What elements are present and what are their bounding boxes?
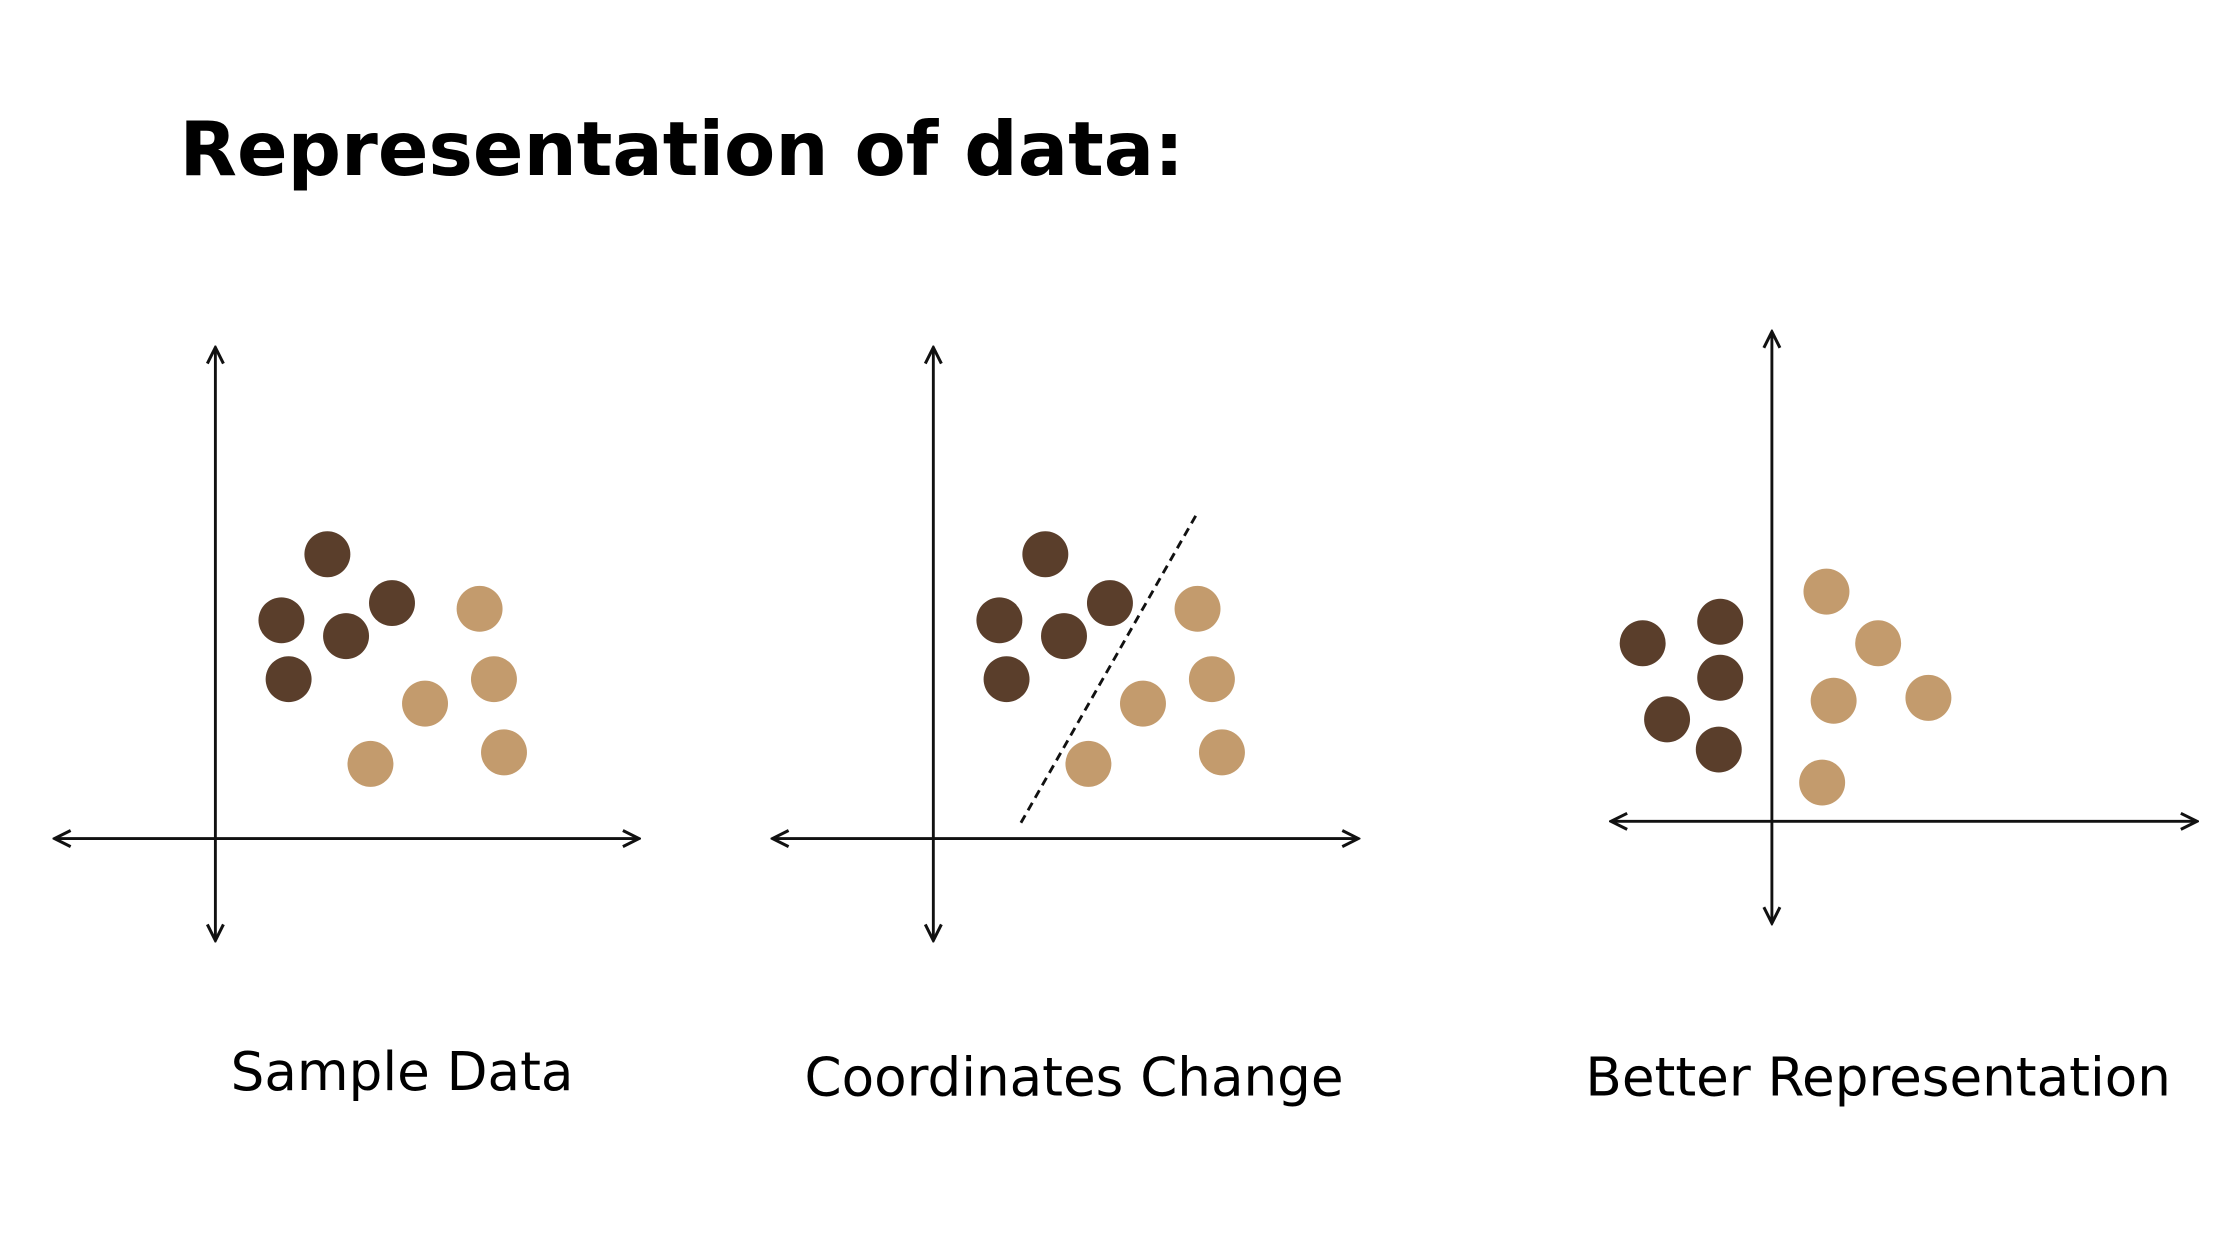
- caption: Coordinates Change: [805, 1047, 1344, 1109]
- caption: Sample Data: [231, 1041, 574, 1103]
- panel-sample: Sample Data: [55, 347, 639, 1103]
- panel-coordinates: Coordinates Change: [773, 347, 1359, 1109]
- dots: [1619, 568, 1952, 806]
- dots: [258, 531, 527, 787]
- caption: Better Representation: [1585, 1047, 2170, 1109]
- title: Representation of data:: [179, 106, 1184, 193]
- dots: [976, 531, 1245, 787]
- separator: [1019, 511, 1199, 824]
- panel-better: Better Representation: [1585, 332, 2197, 1109]
